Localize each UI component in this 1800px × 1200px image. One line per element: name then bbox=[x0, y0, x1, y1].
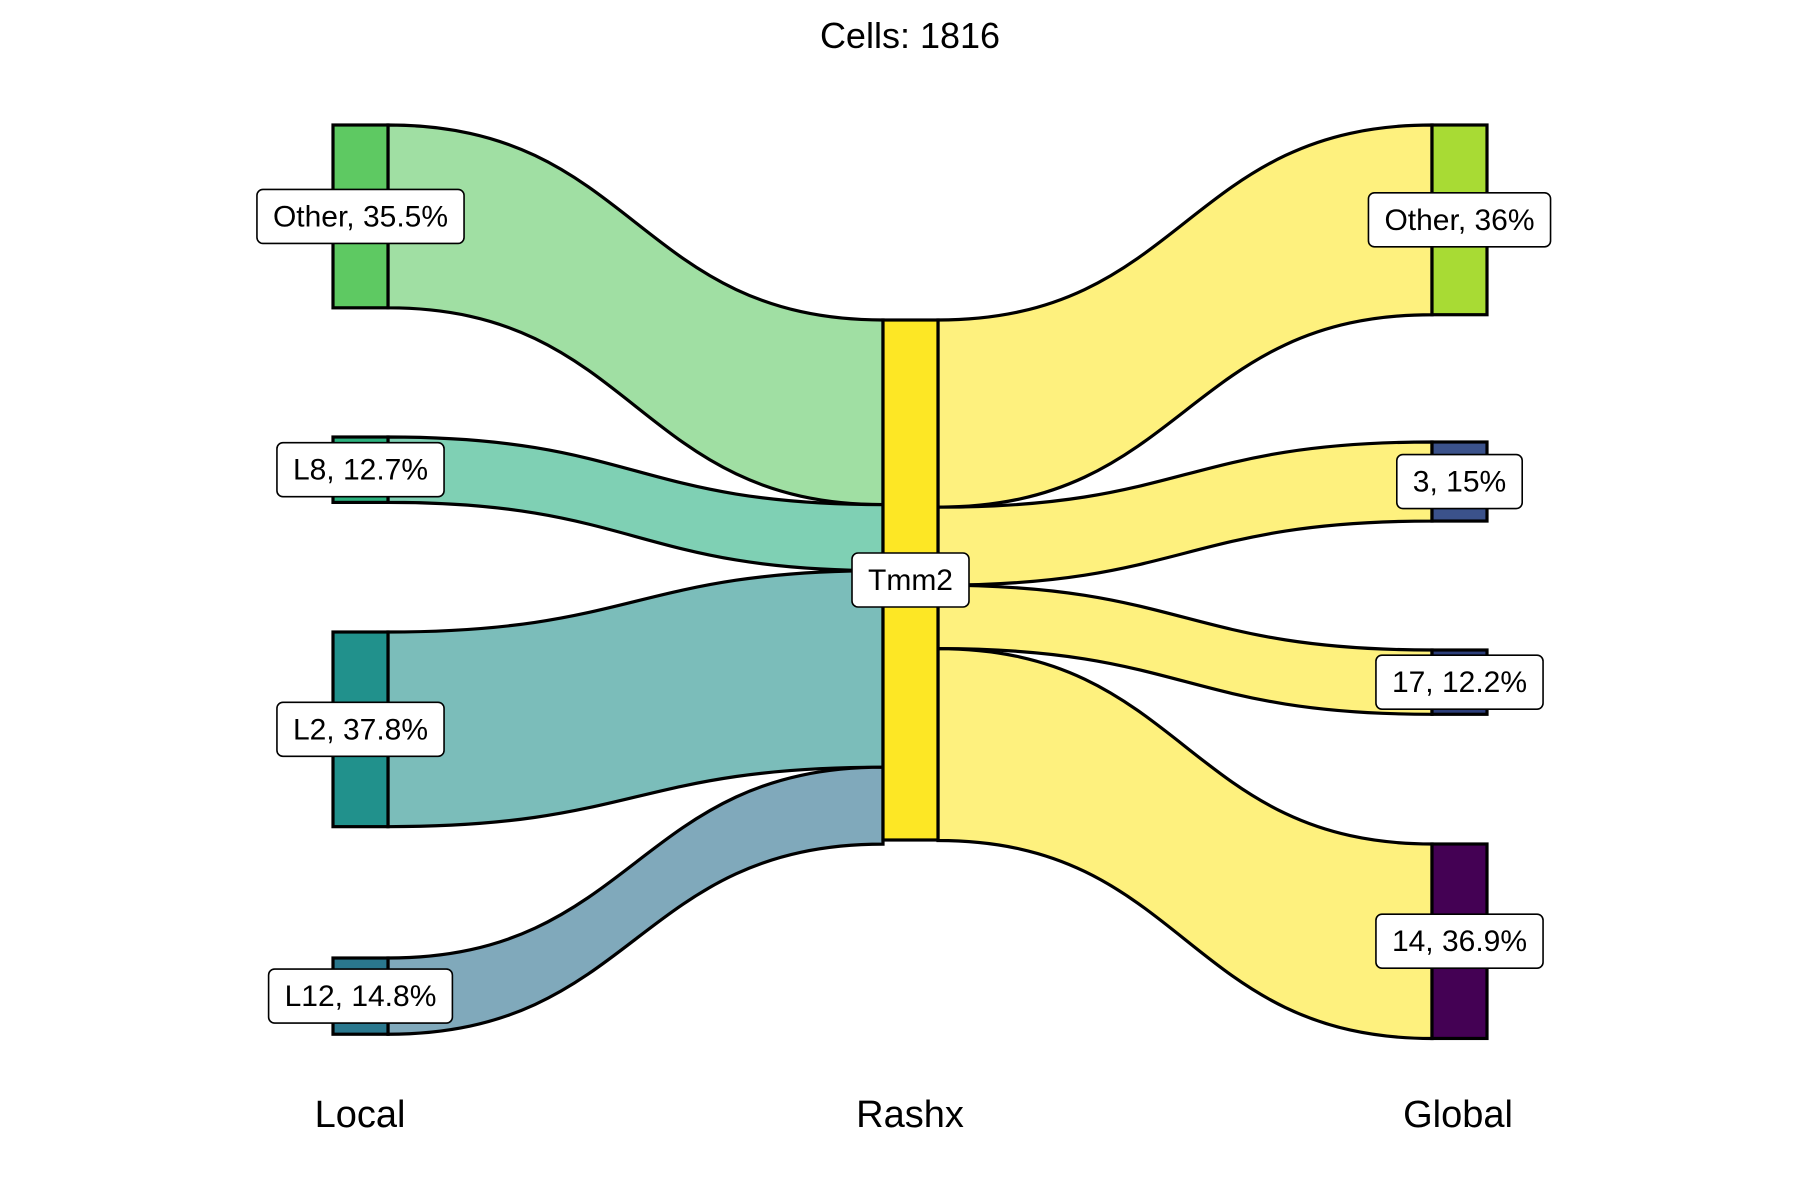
right-node-label-0-box bbox=[1367, 192, 1552, 248]
right-node-label-1-text: 3, 15% bbox=[1413, 466, 1506, 499]
center-node-label-text: Tmm2 bbox=[868, 564, 953, 597]
left-node-label-0-text: Other, 35.5% bbox=[273, 200, 448, 233]
left-node-label-3-box bbox=[267, 968, 454, 1024]
center-node-label-box bbox=[851, 552, 970, 608]
right-node-label-2: 17, 12.2% bbox=[1375, 654, 1544, 710]
left-node-label-1: L8, 12.7% bbox=[276, 441, 445, 498]
axis-label-rashx: Rashx bbox=[856, 1094, 964, 1136]
left-node-label-1-text: L8, 12.7% bbox=[293, 454, 428, 487]
left-node-label-0: Other, 35.5% bbox=[256, 188, 465, 245]
right-node-label-2-box bbox=[1375, 654, 1544, 710]
left-node-label-3: L12, 14.8% bbox=[267, 968, 454, 1024]
flows bbox=[386, 123, 1434, 1041]
node-labels: Other, 35.5% L8, 12.7% L2, 37.8% L12, 14.8%… bbox=[256, 188, 1552, 1024]
center-node-label: Tmm2 bbox=[851, 552, 970, 608]
axis-label-global: Global bbox=[1403, 1094, 1513, 1136]
right-node-label-3: 14, 36.9% bbox=[1375, 913, 1544, 970]
right-node-label-0: Other, 36% bbox=[1367, 192, 1552, 248]
flow-left-3 bbox=[386, 765, 885, 1036]
axis-label-local: Local bbox=[315, 1094, 406, 1136]
left-node-label-2-box bbox=[276, 701, 445, 758]
right-node-label-3-text: 14, 36.9% bbox=[1392, 925, 1527, 958]
right-node-label-1-box bbox=[1395, 453, 1524, 510]
right-node-label-1: 3, 15% bbox=[1395, 453, 1524, 510]
chart-title: Cells: 1816 bbox=[820, 15, 1000, 56]
left-node-label-3-text: L12, 14.8% bbox=[285, 980, 437, 1013]
right-node-label-3-box bbox=[1375, 913, 1544, 970]
left-node-label-2-text: L2, 37.8% bbox=[293, 713, 428, 746]
left-node-label-2: L2, 37.8% bbox=[276, 701, 445, 758]
left-node-label-0-box bbox=[256, 188, 465, 245]
right-node-label-0-text: Other, 36% bbox=[1384, 204, 1534, 237]
left-node-label-1-box bbox=[276, 441, 445, 498]
right-node-label-2-text: 17, 12.2% bbox=[1392, 666, 1527, 699]
